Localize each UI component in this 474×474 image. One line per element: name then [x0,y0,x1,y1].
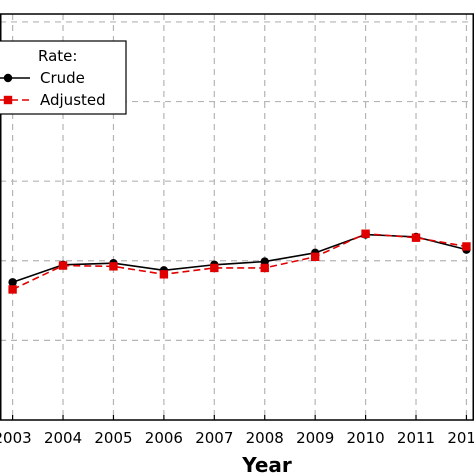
data-point-adjusted [361,229,370,238]
data-point-adjusted [411,233,421,242]
x-tick-label: 2012 [447,429,474,447]
x-axis-ticks: 2003 2004 2005 2006 2007 2008 2009 2010 2011 2012 [0,415,474,447]
legend-title: Rate: [38,47,77,65]
series-line-adjusted [12,232,467,291]
series-line-crude [12,233,467,284]
legend-swatch-marker [3,95,13,105]
data-point-crude [8,278,17,287]
legend-label: Crude [40,69,85,87]
series-adjusted [8,229,471,294]
x-tick-label: 2010 [346,429,384,447]
x-tick-label: 2011 [397,429,435,447]
data-point-adjusted [109,262,118,271]
x-tick-label: 2005 [94,429,132,447]
x-tick-label: 2008 [246,429,284,447]
legend-items: Crude Adjusted [0,69,106,109]
data-point-adjusted [310,252,320,262]
data-point-adjusted [159,270,169,279]
series-layer [8,229,471,294]
series-crude [8,230,471,287]
data-point-adjusted [462,242,471,251]
data-point-adjusted [210,263,219,273]
legend-label: Adjusted [40,91,106,109]
x-axis-title: Year [241,453,292,474]
data-point-adjusted [8,285,17,294]
data-point-adjusted [260,263,269,273]
data-point-crude [260,257,269,266]
x-tick-label: 2003 [0,429,32,447]
legend-item-adjusted: Adjusted [0,91,106,109]
x-tick-label: 2004 [44,429,82,447]
legend-swatch-marker [3,73,13,83]
plot-frame [0,13,474,421]
data-point-adjusted [58,261,68,270]
legend: Rate: Crude Adjusted [0,40,127,115]
x-tick-label: 2009 [296,429,334,447]
x-tick-label: 2007 [195,429,233,447]
x-tick-label: 2006 [145,429,183,447]
legend-item-crude: Crude [0,69,85,87]
